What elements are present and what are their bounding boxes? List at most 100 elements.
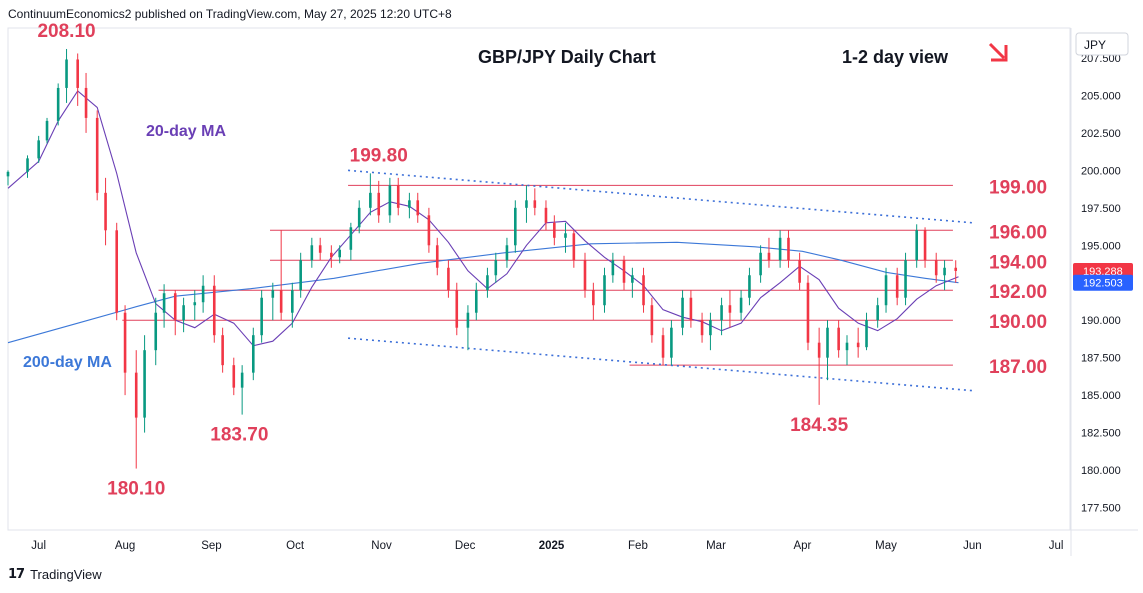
candle: [104, 177, 107, 246]
candle-body: [631, 275, 634, 283]
candle: [299, 252, 302, 298]
candle-body: [291, 290, 294, 313]
candle-body: [494, 260, 498, 276]
time-tick-label: May: [875, 540, 897, 552]
candle: [95, 110, 99, 201]
candle-body: [778, 237, 782, 261]
tradingview-logo[interactable]: 17 TradingView: [8, 567, 102, 582]
candle-body: [396, 185, 400, 208]
price-tick-label: 185.000: [1081, 390, 1121, 402]
candle: [279, 230, 283, 321]
time-tick-label: Aug: [115, 540, 135, 552]
time-tick-label: Nov: [371, 540, 392, 552]
candle-body: [837, 327, 840, 351]
candle: [583, 252, 587, 298]
candle: [884, 267, 888, 313]
ma200-price-label: 192.503: [1073, 274, 1133, 291]
candle: [661, 327, 665, 366]
candle-body: [65, 59, 68, 88]
candle: [494, 252, 498, 283]
price-tick-label: 182.500: [1081, 428, 1121, 440]
candle-body: [876, 305, 879, 321]
candle-body: [143, 350, 146, 418]
price-tick-label: 197.500: [1081, 203, 1121, 215]
extreme-label: 184.35: [790, 415, 849, 436]
time-tick-label: Dec: [455, 540, 476, 552]
candle-body: [622, 260, 626, 283]
candle-body: [954, 267, 958, 271]
candle-body: [260, 297, 263, 336]
candle-body: [104, 192, 107, 231]
currency-box: JPY: [1075, 32, 1129, 56]
ma20-label: 20-day MA: [146, 123, 226, 140]
candle: [134, 350, 138, 469]
candle: [739, 290, 743, 321]
candle-body: [748, 275, 751, 298]
level-label: 199.00: [989, 177, 1047, 198]
candle: [338, 245, 342, 264]
candle-body: [56, 87, 60, 121]
price-label-box: [1073, 274, 1133, 291]
candle: [162, 284, 166, 328]
candle: [474, 282, 478, 321]
candle: [759, 245, 762, 283]
candle: [310, 237, 314, 268]
candle-body: [709, 320, 712, 336]
candle: [915, 224, 918, 268]
candle-body: [338, 249, 342, 258]
candle-body: [435, 245, 439, 268]
time-axis: Jul Aug Sep Oct Nov Dec 2025 Feb Mar Apr May Jun Jul: [31, 540, 1063, 552]
candle-body: [427, 215, 431, 246]
price-tick-label: 177.500: [1081, 503, 1121, 515]
candle: [525, 185, 528, 223]
candle-body: [45, 120, 49, 141]
level-label: 190.00: [989, 312, 1047, 333]
candle-body: [201, 285, 205, 303]
candle-body: [388, 185, 392, 216]
candle: [505, 237, 509, 268]
candle-body: [95, 117, 99, 193]
candle-body: [447, 267, 450, 291]
candle: [154, 297, 158, 366]
price-tick-label: 200.000: [1081, 165, 1121, 177]
candle-body: [525, 200, 528, 208]
candle: [76, 53, 79, 106]
candle-body: [154, 312, 158, 351]
candle-body: [84, 87, 88, 118]
candle-body: [377, 192, 381, 216]
candle-body: [915, 230, 918, 261]
candle-body: [728, 305, 732, 313]
time-tick-label: 2025: [539, 540, 565, 552]
candle-body: [826, 327, 829, 358]
price-tick-label: 187.500: [1081, 353, 1121, 365]
time-tick-label: Feb: [628, 540, 648, 552]
candle-body: [514, 207, 517, 246]
candle-body: [904, 260, 907, 298]
extreme-annotations: 208.10 180.10 183.70 199.80 184.35: [37, 21, 848, 500]
currency-box-frame: [1075, 32, 1129, 56]
candle: [84, 72, 88, 133]
candle-body: [592, 290, 595, 306]
candle-body: [505, 245, 509, 261]
candle: [318, 237, 322, 261]
candle: [349, 222, 353, 261]
candle: [143, 335, 146, 433]
candle-body: [357, 207, 361, 228]
price-tick-label: 205.000: [1081, 90, 1121, 102]
candle: [748, 267, 751, 306]
candle: [251, 327, 255, 381]
candle: [486, 267, 489, 298]
candle-body: [232, 365, 236, 388]
candle: [514, 200, 517, 253]
candle: [221, 327, 224, 373]
candle-body: [173, 293, 177, 321]
candle-body: [611, 260, 615, 276]
level-label: 196.00: [989, 222, 1047, 243]
candle-body: [553, 222, 556, 238]
candle: [564, 222, 567, 253]
candle: [798, 252, 801, 291]
price-label-text: 192.503: [1083, 278, 1123, 290]
time-tick-label: Jul: [31, 540, 46, 552]
candle-body: [923, 230, 927, 261]
candle: [728, 290, 732, 328]
